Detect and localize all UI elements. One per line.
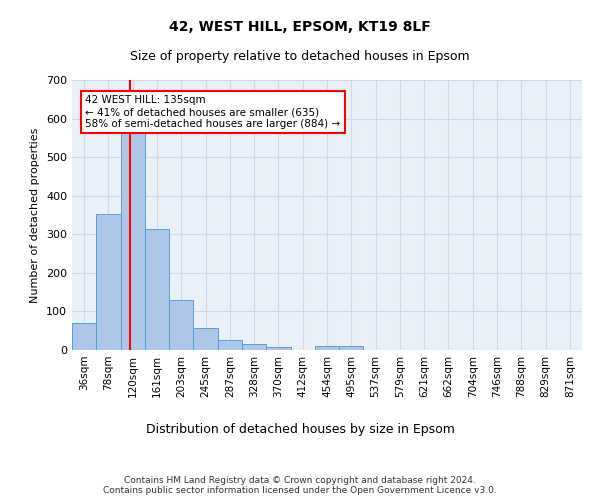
Text: Size of property relative to detached houses in Epsom: Size of property relative to detached ho… <box>130 50 470 63</box>
Bar <box>96 214 121 350</box>
Bar <box>169 300 193 350</box>
Bar <box>145 228 169 350</box>
Bar <box>193 328 218 350</box>
Bar <box>315 346 339 350</box>
Text: 42, WEST HILL, EPSOM, KT19 8LF: 42, WEST HILL, EPSOM, KT19 8LF <box>169 20 431 34</box>
Bar <box>242 344 266 350</box>
Bar <box>339 346 364 350</box>
Bar <box>266 348 290 350</box>
Bar <box>72 323 96 350</box>
Text: Contains HM Land Registry data © Crown copyright and database right 2024.
Contai: Contains HM Land Registry data © Crown c… <box>103 476 497 495</box>
Y-axis label: Number of detached properties: Number of detached properties <box>31 128 40 302</box>
Bar <box>121 130 145 350</box>
Text: 42 WEST HILL: 135sqm
← 41% of detached houses are smaller (635)
58% of semi-deta: 42 WEST HILL: 135sqm ← 41% of detached h… <box>85 96 340 128</box>
Bar <box>218 340 242 350</box>
Text: Distribution of detached houses by size in Epsom: Distribution of detached houses by size … <box>146 422 454 436</box>
